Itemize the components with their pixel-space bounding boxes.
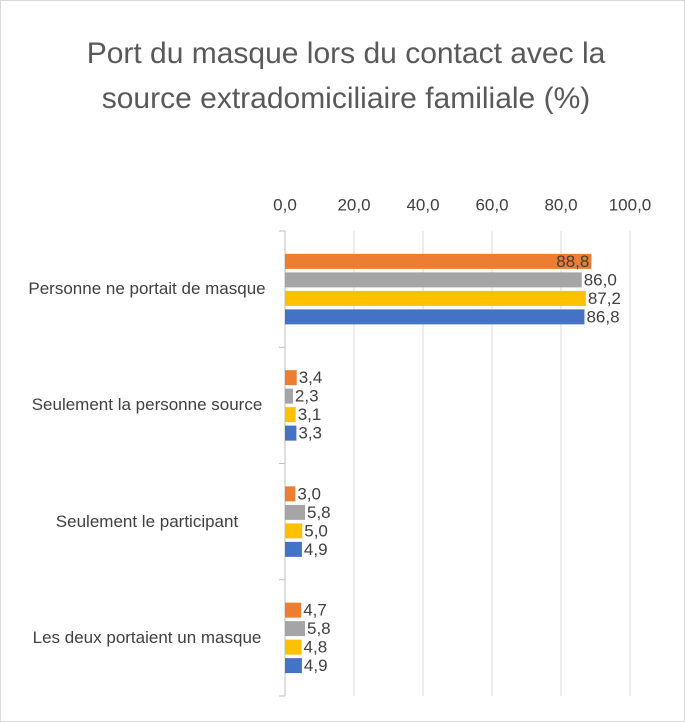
value-label: 3,0 (297, 484, 321, 503)
value-label: 5,0 (304, 521, 328, 540)
x-tick-label: 100,0 (609, 195, 652, 214)
value-label: 86,0 (584, 270, 617, 289)
value-label: 86,8 (586, 307, 619, 326)
bar (285, 370, 297, 386)
value-label: 87,2 (588, 289, 621, 308)
bar (285, 541, 302, 557)
y-tick-label: Personne ne portait de masque (28, 279, 266, 299)
bar (285, 639, 302, 655)
value-label: 2,3 (295, 387, 319, 406)
x-tick-label: 60,0 (475, 195, 508, 214)
bar (285, 290, 586, 306)
bar (285, 602, 302, 618)
value-label: 4,7 (303, 601, 327, 620)
value-label: 88,8 (556, 252, 589, 271)
bar (285, 309, 585, 325)
value-label: 4,9 (304, 656, 328, 675)
chart-title: Port du masque lors du contact avec la s… (86, 37, 606, 115)
bar (285, 523, 303, 539)
bar (285, 486, 296, 502)
x-tick-label: 0,0 (273, 195, 297, 214)
bar (285, 272, 582, 288)
bar (285, 388, 293, 404)
value-label: 4,8 (304, 638, 328, 657)
bar (285, 658, 302, 674)
bar (285, 621, 306, 637)
x-tick-label: 80,0 (544, 195, 577, 214)
bar (285, 425, 297, 441)
value-label: 3,1 (298, 405, 322, 424)
y-tick-label: Seulement le participant (55, 511, 239, 531)
value-label: 3,3 (298, 424, 322, 443)
y-tick-label: Les deux portaient un masque (32, 627, 262, 647)
value-label: 5,8 (307, 619, 331, 638)
value-label: 4,9 (304, 540, 328, 559)
value-label: 3,4 (299, 368, 323, 387)
bar (285, 253, 592, 269)
y-tick-label: Seulement la personne source (31, 395, 263, 415)
bar (285, 407, 296, 423)
x-tick-label: 40,0 (406, 195, 439, 214)
bar (285, 504, 306, 520)
value-label: 5,8 (307, 503, 331, 522)
x-tick-label: 20,0 (337, 195, 370, 214)
